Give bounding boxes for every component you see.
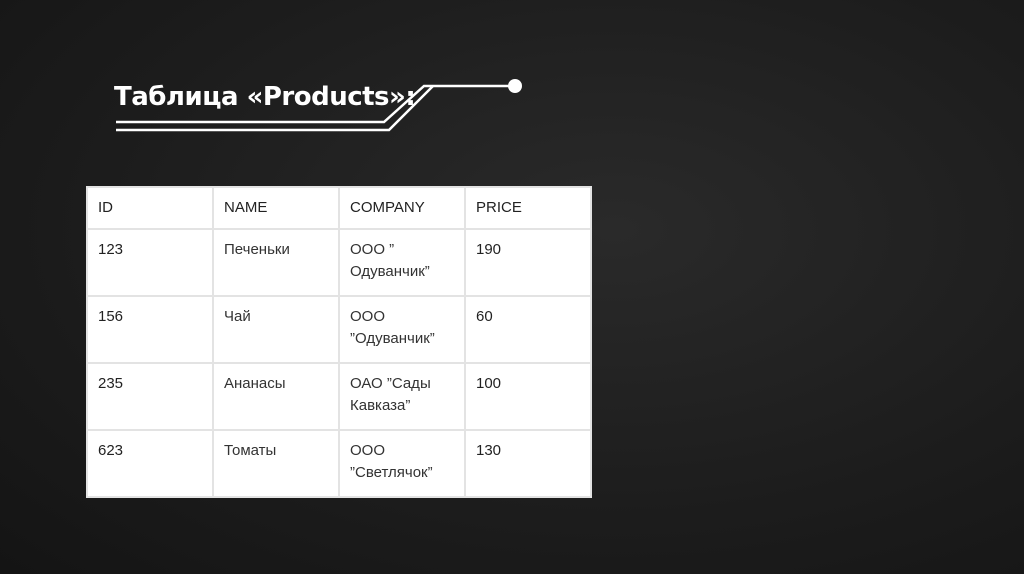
cell-price: 190 (464, 228, 592, 297)
cell-price: 130 (464, 429, 592, 498)
cell-name: Ананасы (212, 362, 340, 431)
table-row: 156 Чай ООО ”Одуванчик” 60 (86, 295, 592, 364)
cell-id: 623 (86, 429, 214, 498)
header-id: ID (86, 186, 214, 230)
company-text: ОАО ”Сады Кавказа” (350, 375, 431, 414)
cell-company: ООО ” Одуванчик” (338, 228, 466, 297)
cell-id: 235 (86, 362, 214, 431)
circuit-dot-icon (508, 79, 522, 93)
table-row: 623 Томаты ООО ”Светлячок” 130 (86, 429, 592, 498)
company-text: ООО ”Светлячок” (350, 442, 433, 481)
cell-name: Томаты (212, 429, 340, 498)
cell-price: 100 (464, 362, 592, 431)
products-table: ID NAME COMPANY PRICE 123 Печеньки ООО ”… (86, 186, 592, 498)
cell-company: ООО ”Светлячок” (338, 429, 466, 498)
cell-company: ООО ”Одуванчик” (338, 295, 466, 364)
cell-name: Чай (212, 295, 340, 364)
cell-company: ОАО ”Сады Кавказа” (338, 362, 466, 431)
slide-title: Таблица «Products»: (114, 82, 416, 112)
header-price: PRICE (464, 186, 592, 230)
table-header-row: ID NAME COMPANY PRICE (86, 186, 592, 230)
cell-price: 60 (464, 295, 592, 364)
header-company: COMPANY (338, 186, 466, 230)
company-text: ООО ” Одуванчик” (350, 241, 430, 280)
cell-id: 156 (86, 295, 214, 364)
cell-id: 123 (86, 228, 214, 297)
company-text: ООО ”Одуванчик” (350, 308, 435, 347)
cell-name: Печеньки (212, 228, 340, 297)
header-name: NAME (212, 186, 340, 230)
table-row: 123 Печеньки ООО ” Одуванчик” 190 (86, 228, 592, 297)
table-row: 235 Ананасы ОАО ”Сады Кавказа” 100 (86, 362, 592, 431)
